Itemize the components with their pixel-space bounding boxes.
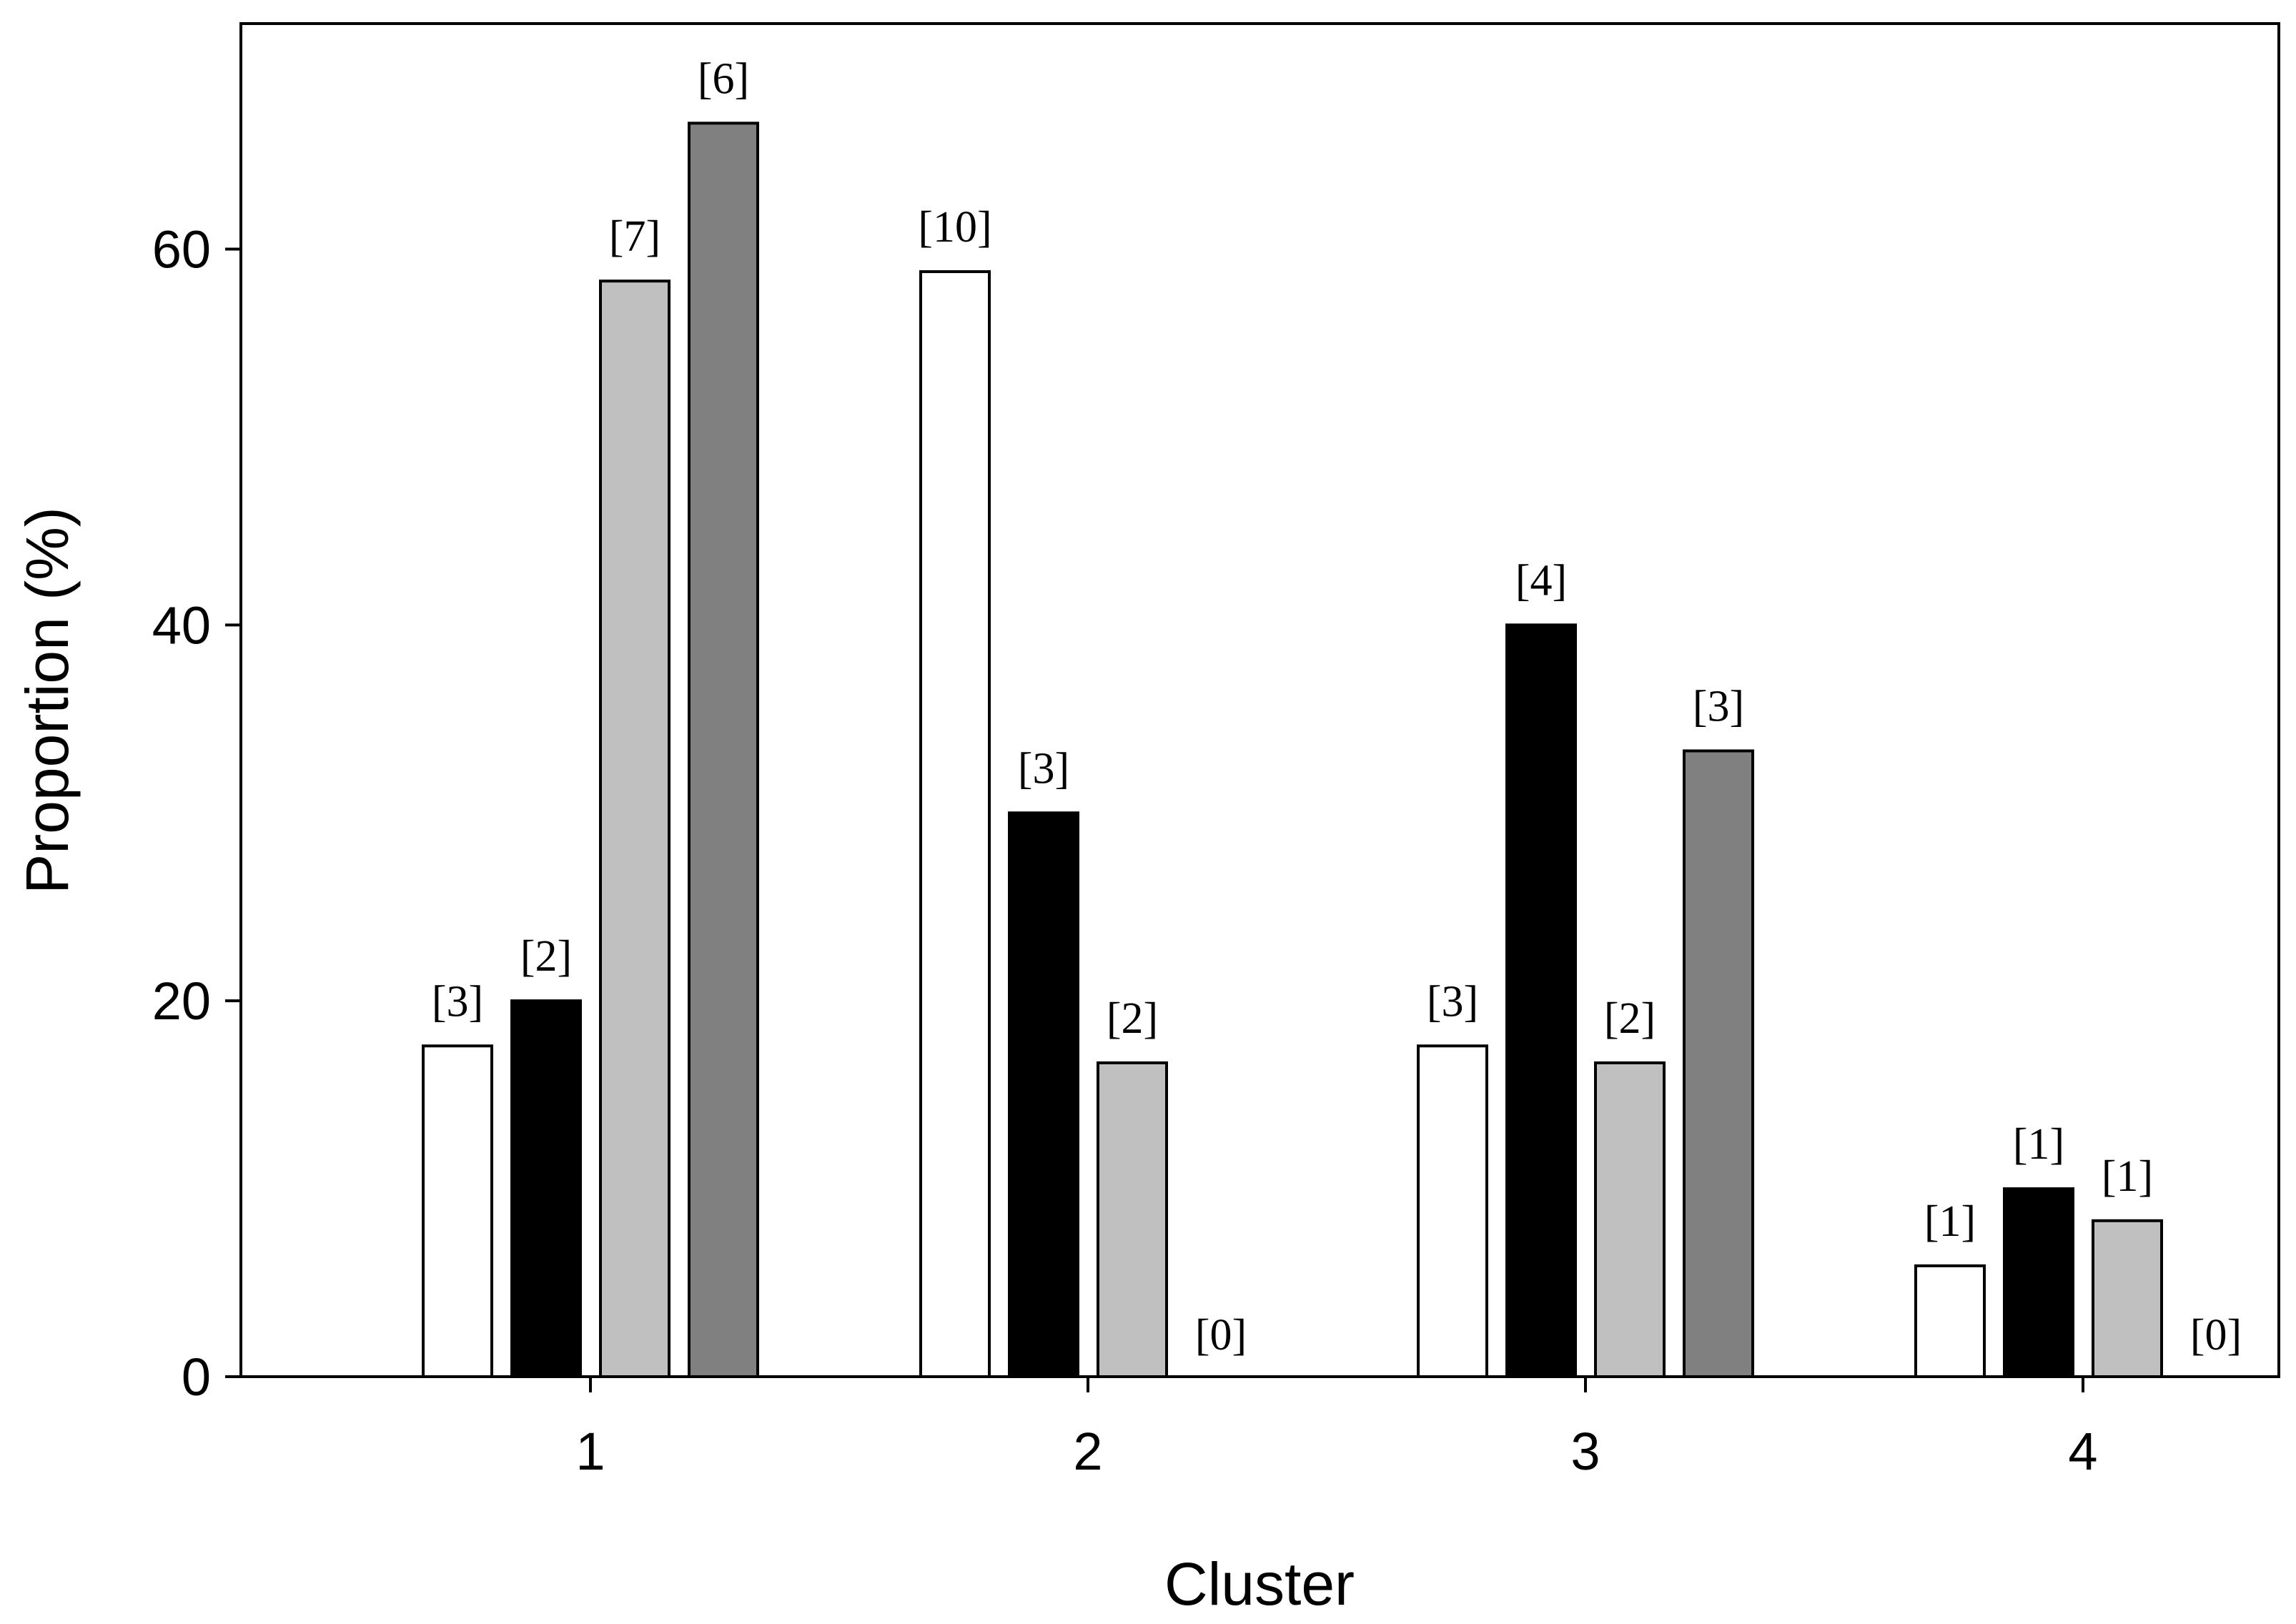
- y-axis: 0 20 40 60: [152, 220, 241, 1407]
- bar-count-label: [3]: [1693, 682, 1744, 731]
- x-tick-label: 2: [1073, 1422, 1102, 1481]
- bar: [2003, 1187, 2074, 1379]
- bar-count-label: [1]: [2013, 1120, 2064, 1169]
- bar-count-label: [3]: [432, 977, 483, 1026]
- bar: [1097, 1061, 1168, 1379]
- x-tick-label: 3: [1570, 1422, 1600, 1481]
- bar: [688, 122, 759, 1379]
- bar: [1683, 749, 1754, 1379]
- bars-group: [422, 122, 2163, 1379]
- bar: [422, 1044, 493, 1379]
- bar-count-label: [2]: [1604, 994, 1656, 1043]
- bar-count-label: [1]: [2102, 1152, 2153, 1201]
- bar: [1914, 1264, 1986, 1378]
- bar-count-label: [7]: [609, 212, 660, 261]
- bar-count-label: [3]: [1427, 977, 1478, 1026]
- y-tick-label: 60: [152, 220, 211, 279]
- bar-count-label: [6]: [698, 54, 749, 103]
- bar: [1417, 1044, 1488, 1379]
- x-tick-label: 1: [575, 1422, 605, 1481]
- bar-count-label: [4]: [1515, 556, 1567, 605]
- y-tick-label: 20: [152, 971, 211, 1031]
- bar-count-label: [0]: [1195, 1311, 1247, 1360]
- plot-frame: [239, 22, 2280, 1378]
- bar-count-label: [2]: [1107, 994, 1158, 1043]
- bar: [1008, 811, 1079, 1378]
- bar-count-label: [10]: [918, 203, 991, 252]
- bar: [1505, 623, 1577, 1378]
- bar-count-label: [2]: [520, 932, 572, 981]
- bar-labels-group: [3] [10] [3] [1] [2] [3] [4] [1] [7] [2] [2] [1] [6]…: [432, 54, 2242, 1360]
- x-tick-label: 4: [2068, 1422, 2097, 1481]
- y-tick-label: 40: [152, 595, 211, 655]
- bar: [1594, 1061, 1666, 1379]
- y-tick-label: 0: [182, 1347, 211, 1407]
- bar-count-label: [3]: [1018, 744, 1069, 793]
- y-axis-title: Proportion (%): [14, 507, 81, 894]
- bar-count-label: [1]: [1924, 1197, 1976, 1246]
- bar: [919, 270, 991, 1378]
- bar: [510, 999, 582, 1378]
- bar-count-label: [0]: [2190, 1311, 2242, 1360]
- x-axis: 1 2 3 4: [575, 1377, 2098, 1481]
- bar: [2092, 1219, 2163, 1379]
- bar: [599, 279, 671, 1379]
- x-axis-title: Cluster: [1164, 1550, 1355, 1618]
